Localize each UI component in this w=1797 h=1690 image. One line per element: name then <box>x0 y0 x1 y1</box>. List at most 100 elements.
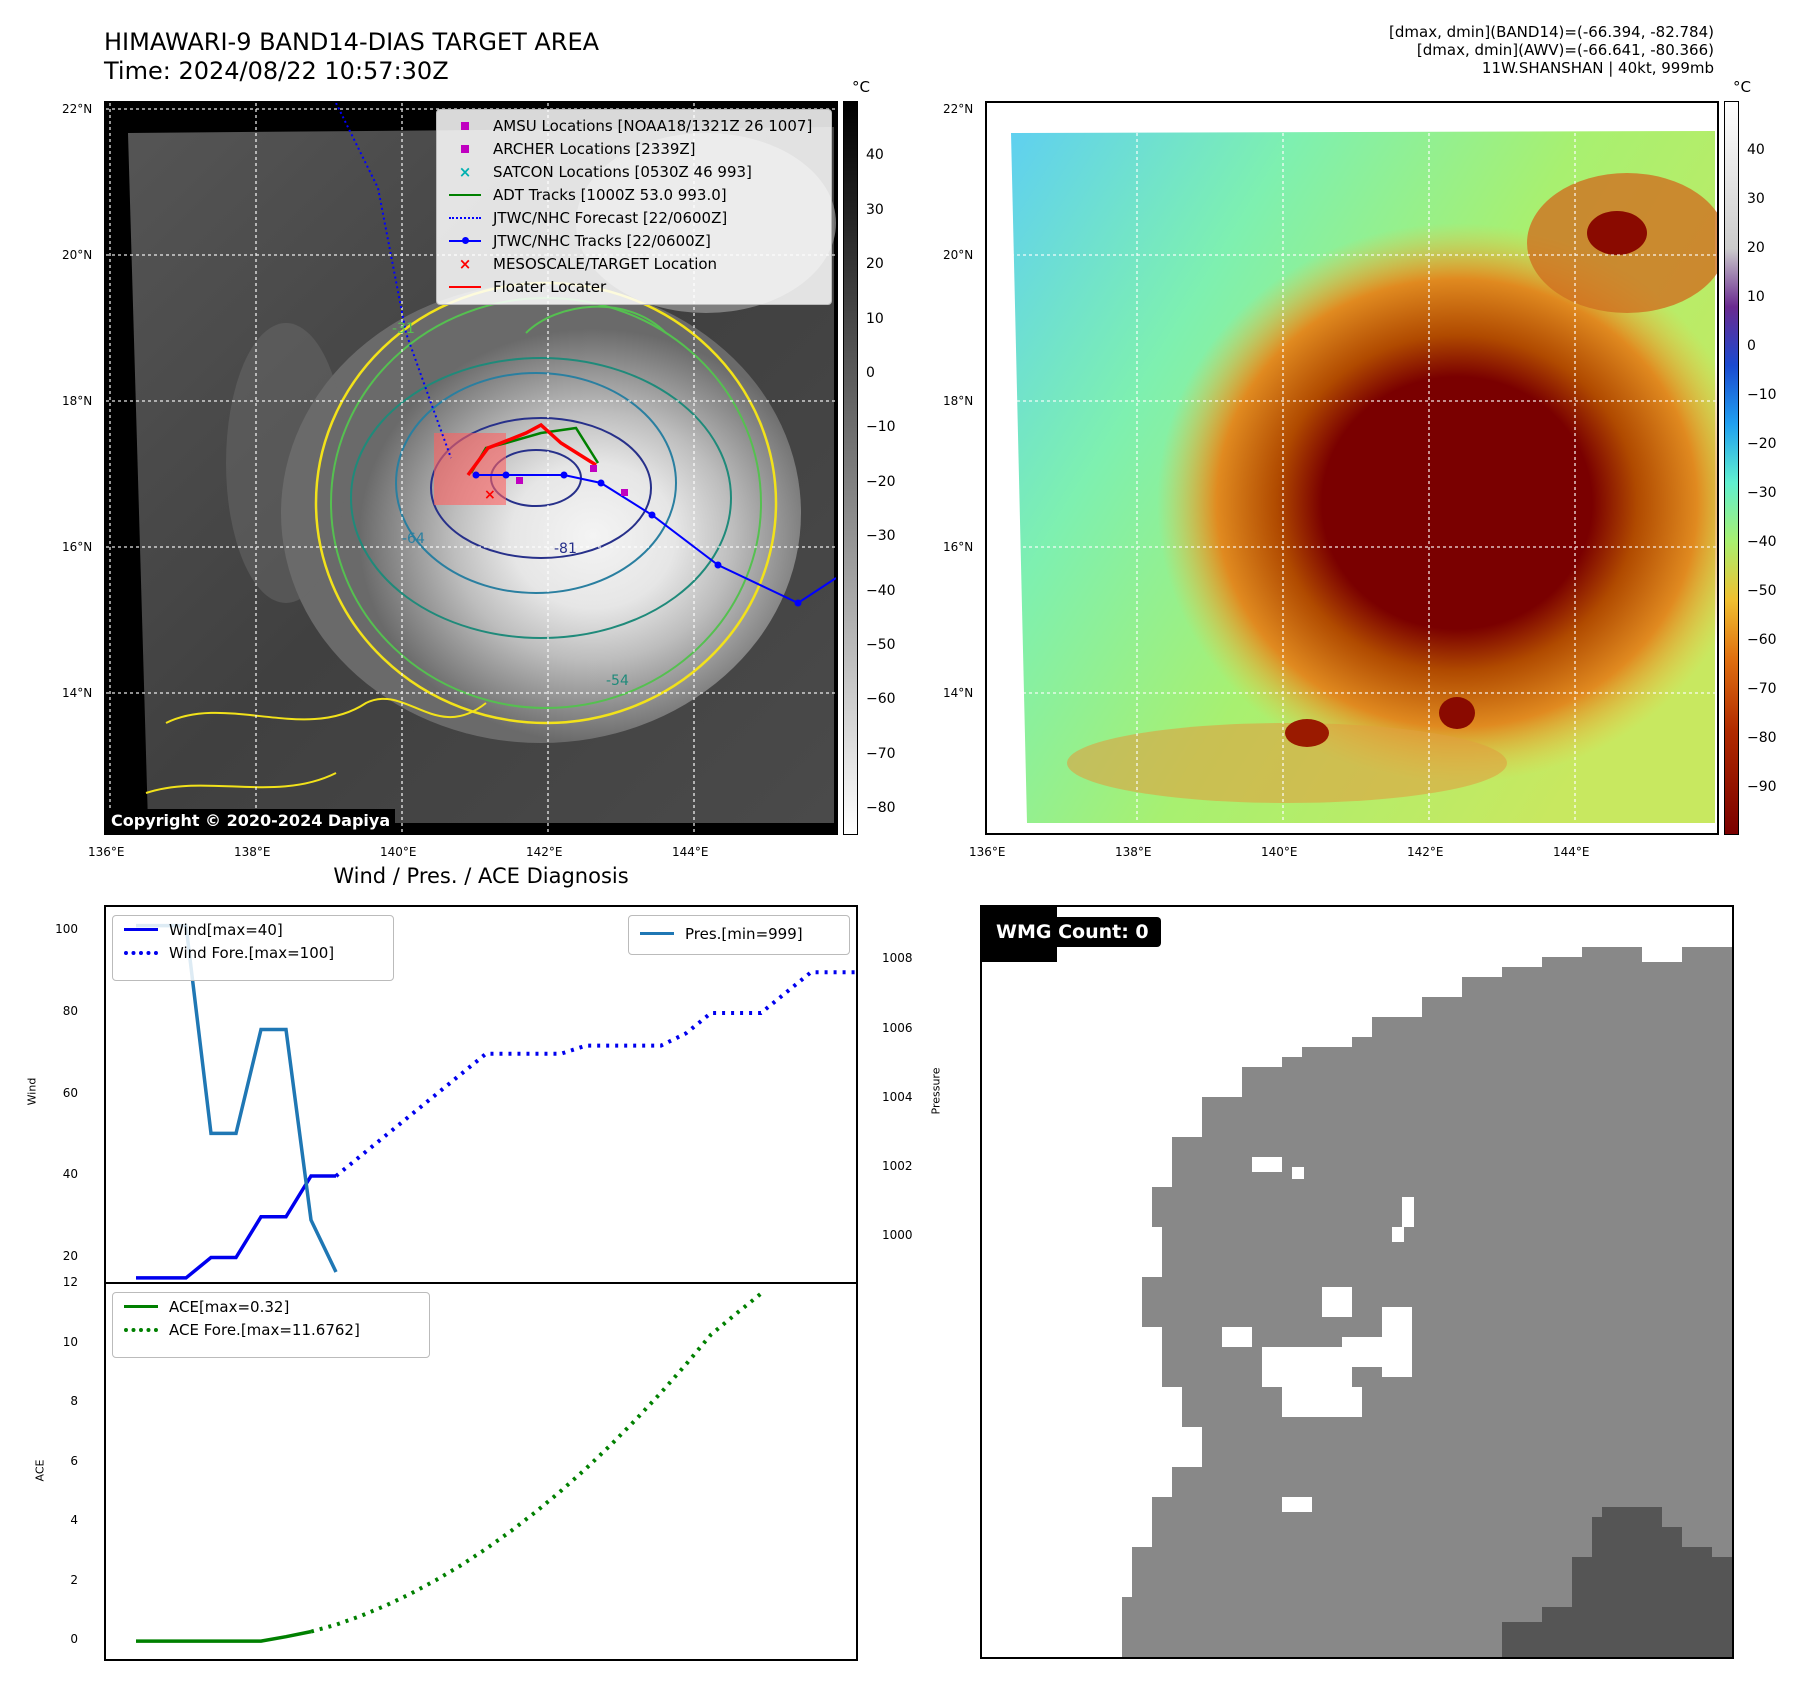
map2-lat-18: 18°N <box>943 394 974 408</box>
wind-legend: Wind[max=40] Wind Fore.[max=100] <box>112 915 394 981</box>
cb1-tick-40: 40 <box>866 147 884 163</box>
pressure-tick-1006: 1006 <box>882 1020 913 1035</box>
cb2-tick-m20: −20 <box>1747 436 1777 452</box>
map2-lon-140: 140°E <box>1261 845 1298 859</box>
legend-mesoscale: × MESOSCALE/TARGET Location <box>458 254 718 273</box>
pressure-legend: Pres.[min=999] <box>628 915 850 955</box>
cb1-tick-30: 30 <box>866 202 884 218</box>
cb1-tick-20: 20 <box>866 256 884 272</box>
map1-lon-144: 144°E <box>672 845 709 859</box>
info-line-2: [dmax, dmin](AWV)=(-66.641, -80.366) <box>1416 41 1714 59</box>
legend-pressure: Pres.[min=999] <box>637 922 841 945</box>
floater-locater-track <box>466 422 597 477</box>
cb2-tick-10: 10 <box>1747 289 1765 305</box>
colorbar1-unit: °C <box>852 78 870 96</box>
map1-lat-22: 22°N <box>62 102 93 116</box>
wind-tick-80: 80 <box>62 1003 78 1018</box>
jtwc-track <box>476 474 836 605</box>
cb1-tick-0: 0 <box>866 365 875 381</box>
cb2-tick-m90: −90 <box>1747 779 1777 795</box>
diagnosis-title: Wind / Pres. / ACE Diagnosis <box>333 864 629 888</box>
cb2-tick-m30: −30 <box>1747 485 1777 501</box>
svg-text:×: × <box>484 487 496 503</box>
jtwc-forecast-track <box>335 103 452 459</box>
ace-legend: ACE[max=0.32] ACE Fore.[max=11.6762] <box>112 1292 430 1358</box>
contour-label-81: -81 <box>554 541 577 557</box>
info-block: [dmax, dmin](BAND14)=(-66.394, -82.784) … <box>1389 23 1714 77</box>
legend-amsu: AMSU Locations [NOAA18/1321Z 26 1007] <box>445 114 823 137</box>
wind-observed-line <box>136 1174 336 1280</box>
map2-lon-144: 144°E <box>1553 845 1590 859</box>
legend-floater: Floater Locater <box>445 275 823 298</box>
legend-ace: ACE[max=0.32] <box>121 1295 421 1318</box>
map1-lat-14: 14°N <box>62 686 93 700</box>
map2-lat-22: 22°N <box>943 102 974 116</box>
cb1-tick-m10: −10 <box>866 419 896 435</box>
wind-axis-label: Wind <box>25 1077 39 1106</box>
cb2-tick-m50: −50 <box>1747 583 1777 599</box>
cb2-tick-m80: −80 <box>1747 730 1777 746</box>
wmg-panel: WMG Count: 0 <box>980 905 1734 1659</box>
cb1-tick-m50: −50 <box>866 637 896 653</box>
copyright-label: Copyright © 2020-2024 Dapiya <box>106 809 396 832</box>
legend-adt: ADT Tracks [1000Z 53.0 993.0] <box>445 183 823 206</box>
colorbar2-unit: °C <box>1733 78 1751 96</box>
wind-tick-20: 20 <box>62 1248 78 1263</box>
map2-lat-16: 16°N <box>943 540 974 554</box>
map2-lon-142: 142°E <box>1407 845 1444 859</box>
map1-lat-18: 18°N <box>62 394 93 408</box>
wmg-grid <box>982 907 1732 1657</box>
map1-lat-20: 20°N <box>62 248 93 262</box>
map1-lon-136: 136°E <box>88 845 125 859</box>
map1-lat-16: 16°N <box>62 540 93 554</box>
legend-jtwc-tracks: JTWC/NHC Tracks [22/0600Z] <box>445 229 823 252</box>
map2-lon-136: 136°E <box>969 845 1006 859</box>
cb1-tick-m80: −80 <box>866 800 896 816</box>
ace-tick-10: 10 <box>62 1334 78 1349</box>
ace-tick-2: 2 <box>70 1572 78 1587</box>
legend-satcon: × SATCON Locations [0530Z 46 993] <box>458 162 752 181</box>
cb2-tick-m60: −60 <box>1747 632 1777 648</box>
pressure-tick-1002: 1002 <box>882 1159 913 1174</box>
cb2-tick-30: 30 <box>1747 191 1765 207</box>
pressure-tick-1008: 1008 <box>882 951 913 966</box>
cb1-tick-m20: −20 <box>866 474 896 490</box>
contour-label-31: -31 <box>392 321 415 337</box>
wind-forecast-line <box>334 970 856 1178</box>
wind-tick-60: 60 <box>62 1085 78 1100</box>
info-line-1: [dmax, dmin](BAND14)=(-66.394, -82.784) <box>1389 23 1714 41</box>
legend-wind-forecast: Wind Fore.[max=100] <box>121 941 385 964</box>
legend-ace-forecast: ACE Fore.[max=11.6762] <box>121 1318 421 1341</box>
legend-jtwc-forecast: JTWC/NHC Forecast [22/0600Z] <box>445 206 823 229</box>
wind-pressure-panel: Wind[max=40] Wind Fore.[max=100] Pres.[m… <box>104 905 858 1284</box>
cb2-tick-m10: −10 <box>1747 387 1777 403</box>
wind-tick-100: 100 <box>55 922 78 937</box>
cb2-tick-m40: −40 <box>1747 534 1777 550</box>
cb1-tick-10: 10 <box>866 311 884 327</box>
colorbar1 <box>843 101 858 835</box>
cb1-tick-m60: −60 <box>866 691 896 707</box>
ace-tick-6: 6 <box>70 1453 78 1468</box>
legend-wind: Wind[max=40] <box>121 918 385 941</box>
pressure-axis-label-wrap: Pressure <box>916 1068 956 1115</box>
ace-tick-4: 4 <box>70 1513 78 1528</box>
map2-lat-20: 20°N <box>943 248 974 262</box>
map1-lon-138: 138°E <box>234 845 271 859</box>
ace-panel: ACE[max=0.32] ACE Fore.[max=11.6762] <box>104 1282 858 1661</box>
cb1-tick-m70: −70 <box>866 746 896 762</box>
pressure-axis-label: Pressure <box>929 1067 943 1115</box>
map1-lon-142: 142°E <box>526 845 563 859</box>
map1-lon-140: 140°E <box>380 845 417 859</box>
map-legend: AMSU Locations [NOAA18/1321Z 26 1007] AR… <box>436 109 832 305</box>
info-line-3: 11W.SHANSHAN | 40kt, 999mb <box>1481 59 1714 77</box>
map2-lon-138: 138°E <box>1115 845 1152 859</box>
map2-lat-14: 14°N <box>943 686 974 700</box>
pressure-tick-1000: 1000 <box>882 1228 913 1243</box>
band14-map: × -31 -54 -64 -81 AMSU Locations [NOAA18… <box>104 101 838 835</box>
cb2-tick-20: 20 <box>1747 240 1765 256</box>
figure-title-line1: HIMAWARI-9 BAND14-DIAS TARGET AREA <box>104 28 600 56</box>
contour-label-64: -64 <box>402 531 425 547</box>
cb1-tick-m40: −40 <box>866 583 896 599</box>
ace-observed-line <box>136 1629 312 1643</box>
ace-tick-0: 0 <box>70 1632 78 1647</box>
